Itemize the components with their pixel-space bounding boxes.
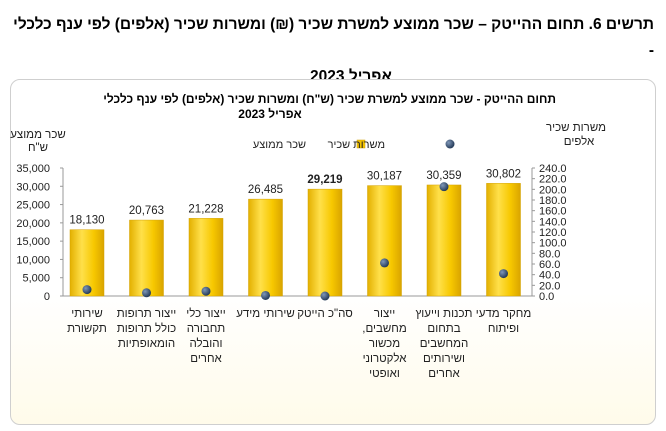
left-tick-label: 0 [44,291,50,303]
marker-point [142,288,151,298]
right-tick-label: 20.0 [539,280,560,292]
marker-point [380,258,389,268]
left-tick-label: 35,000 [16,163,50,175]
bar-value-label: 30,359 [426,170,461,182]
bar-value-label: 29,219 [307,174,342,186]
bar [486,183,521,297]
right-tick-label: 240.0 [539,163,567,175]
legend-marker-swatch [445,139,455,149]
right-tick-label: 0.0 [539,291,554,303]
category-label: שירותי [71,308,102,320]
category-label: תכנות וייעוץ [415,308,472,320]
bar-value-label: 20,763 [129,205,164,217]
category-label: המחשבים [420,338,469,350]
category-label: מחקר מדעי [476,308,532,320]
right-tick-label: 60.0 [539,259,560,271]
right-tick-label: 100.0 [539,238,567,250]
marker-point [499,269,508,279]
category-label: מחשבים, [362,323,407,335]
category-label: ואופטי [369,368,400,380]
left-tick-label: 20,000 [16,218,50,230]
marker-point [201,286,211,296]
bar-value-label: 30,802 [486,168,521,180]
bar-value-label: 18,130 [69,215,104,227]
legend: שכר ממוצע משרות שכיר [253,139,455,151]
bar [248,198,283,297]
left-axis-label-line2: ש"ח [28,142,48,154]
marker-point [82,285,92,295]
category-label: ושירותים [423,353,465,365]
left-tick-label: 10,000 [16,254,50,266]
bar [188,218,224,297]
chart-title-line1: תחום ההייטק - שכר ממוצע למשרת שכיר (ש"ח)… [103,92,556,106]
category-label: כולל תרופות [117,322,176,335]
category-label: אחרים [428,368,460,380]
right-axis-label-line1: משרות שכיר [546,122,606,134]
right-tick-label: 140.0 [539,216,567,228]
category-label: בתחום [427,323,460,335]
left-tick-label: 25,000 [16,200,50,212]
right-axis-label-line2: אלפים [564,135,595,148]
right-tick-label: 120.0 [539,227,567,239]
category-label: ייצור [374,308,395,320]
category-label: תחבורה [187,323,226,335]
legend-marker-label: משרות שכיר [328,139,385,151]
category-label: מכשור [369,338,400,350]
category-label: אלקטרוני [363,352,408,365]
bar-value-label: 30,187 [367,171,402,183]
figure-title-line1: תרשים 6. תחום ההייטק – שכר ממוצע למשרת ש… [13,16,654,59]
bar-value-label: 21,228 [188,203,223,215]
marker-point [439,182,449,192]
bar [367,185,402,297]
left-tick-label: 15,000 [16,236,50,248]
left-axis-label-line1: שכר ממוצע [10,129,66,141]
chart-title-line2: אפריל 2023 [238,107,301,121]
category-label: ייצור כלי [186,307,225,320]
category-label: סה"כ הייטק [297,308,353,320]
right-tick-label: 80.0 [539,248,560,260]
category-label: הומאופתיות [118,338,175,350]
bar [426,184,462,297]
plot-area: 0 5,000 10,000 15,000 20,000 25,000 30,000 35,0… [16,163,566,380]
right-tick-label: 200.0 [539,184,567,196]
bar [307,188,343,297]
bar-value-label: 26,485 [248,184,283,196]
right-tick-label: 40.0 [539,270,560,282]
legend-bar-swatch [356,139,366,149]
category-label: ייצור תרופות [117,308,177,320]
category-label: תקשורת [67,323,107,335]
category-label: והובלה [189,337,222,350]
category-label: ופיתוח [488,323,519,335]
legend-bar-label: שכר ממוצע [253,139,306,151]
category-label: אחרים [190,353,222,365]
bar [69,229,105,297]
right-tick-label: 220.0 [539,174,567,186]
marker-point [320,291,330,301]
category-label: שירותי מידע [236,308,295,320]
right-tick-label: 180.0 [539,195,567,207]
bar [129,219,164,297]
right-tick-label: 160.0 [539,206,567,218]
left-tick-label: 5,000 [22,273,50,285]
left-tick-label: 30,000 [16,181,50,193]
marker-point [261,290,270,300]
